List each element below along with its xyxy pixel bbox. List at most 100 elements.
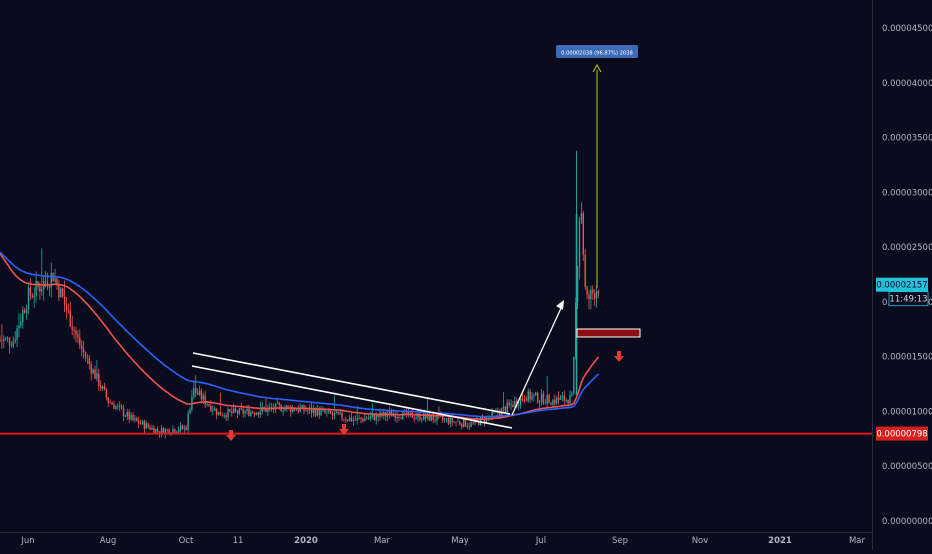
candle-body [597,291,600,294]
candle-body [554,399,556,404]
candle-body [103,386,106,390]
down-arrow-oct [226,430,236,441]
candle-body [557,397,560,400]
candle-body [0,340,1,342]
y-tick-label: 0.00000500 [882,462,932,472]
candle-body [459,421,461,425]
support-price-label: 0.00000798 [876,430,927,440]
candle-body [164,429,166,435]
candle-body [540,393,543,402]
candle-body [58,284,60,298]
candle-body [100,386,102,389]
ema-slow-line [0,251,600,418]
candle-body [6,337,9,339]
candle-body [419,413,421,421]
candle-body [442,415,444,420]
candle-body [345,419,347,421]
x-tick-label: Mar [374,536,391,546]
candle-body [24,310,26,313]
candle-body [204,395,206,405]
candle-body [567,399,569,404]
candle-body [436,414,438,421]
candle-body [219,411,222,416]
candle-body [525,400,527,402]
candle-body [354,419,356,421]
candle-body [476,419,478,421]
candle-body [407,410,410,415]
candle-body [565,399,567,401]
candle-body [166,429,168,431]
candle-body [69,310,71,327]
candle-body [62,288,64,297]
candle-body [538,401,541,403]
candle-body [22,310,24,323]
candle-body [575,302,577,357]
candle-body [276,403,279,405]
candle-body [286,405,288,408]
candle-body [181,425,184,429]
candle-body [274,403,277,410]
candle-body [10,345,13,346]
candle-body [223,415,225,417]
candle-body [261,406,263,413]
candle-body [576,266,579,303]
candle-body [343,418,345,420]
candle-body [337,411,339,414]
candle-body [449,417,451,424]
candle-body [573,356,575,394]
candle-body [183,427,185,429]
candle-body [147,423,149,428]
candle-body [130,414,132,420]
candle-body [328,410,330,412]
candle-body [373,414,375,421]
candle-body [578,220,581,267]
candle-body [288,405,290,407]
candle-body [75,330,77,335]
breakout-arrow [511,305,563,416]
candle-body [174,429,176,433]
candle-body [324,409,326,413]
x-tick-label: Aug [100,536,117,546]
candle-body [162,428,165,435]
candle-body [138,421,140,424]
candle-body [455,421,457,423]
candle-body [105,389,108,398]
candle-body [31,295,33,298]
candle-body [63,296,66,305]
candle-body [101,386,104,389]
candle-body [584,254,586,287]
candle-body [27,287,30,309]
candle-body [523,400,526,401]
candle-body [533,395,535,396]
candle-body [364,418,366,422]
candle-body [291,407,294,412]
candle-body [348,417,351,421]
x-tick-label: Sep [612,536,628,546]
candle-body [212,410,214,412]
candle-body [250,411,252,416]
candle-body [242,409,244,414]
candle-body [282,410,284,412]
countdown-badge [888,291,929,307]
candle-body [257,412,260,415]
candle-body [41,289,43,292]
candle-body [453,421,455,423]
candle-body [430,415,432,421]
candle-body [94,369,96,379]
candle-body [556,397,558,404]
candle-body [590,289,592,299]
candle-body [50,272,52,288]
candle-body [405,410,408,415]
candle-body [252,411,254,413]
candle-body [542,393,545,404]
candle-body [124,416,127,417]
candle-body [176,431,178,433]
candle-body [284,407,286,411]
candle-body [388,411,391,415]
candle-body [472,422,474,424]
candle-body [56,278,58,285]
candle-body [18,325,20,329]
trendline-upper [192,352,511,415]
